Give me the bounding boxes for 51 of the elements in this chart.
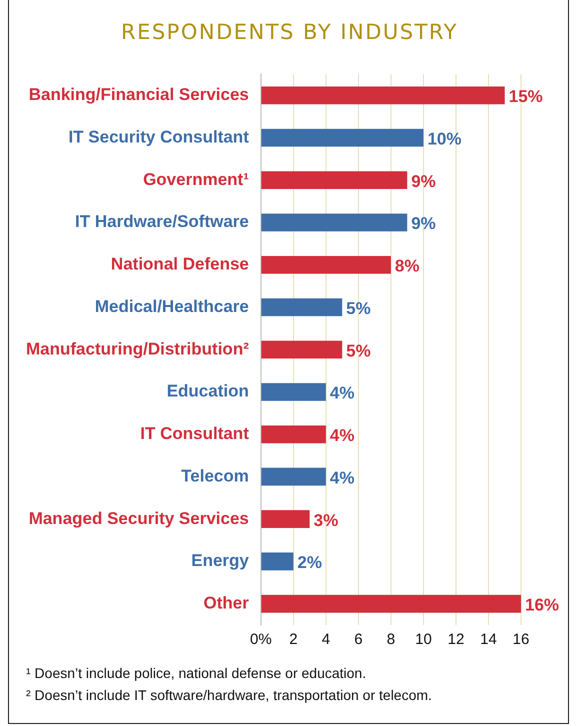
data-label: 2% [297,553,322,572]
x-tick-label: 14 [480,631,497,648]
y-tick-label: Other [204,594,250,613]
bar [261,171,408,190]
y-tick-label: National Defense [110,254,249,274]
data-label: 5% [346,298,371,318]
y-tick-label: Government¹ [143,170,250,189]
chart-title: RESPONDENTS BY INDUSTRY [120,20,459,44]
data-label: 16% [525,596,560,615]
bar [261,298,342,316]
y-tick-label: Managed Security Services [28,508,249,528]
y-tick-label: IT Consultant [140,424,250,444]
bar [261,128,424,147]
bar [261,425,326,444]
bar [261,468,326,486]
x-tick-label: 8 [386,631,396,648]
x-tick-label: 16 [512,631,530,648]
x-tick-label: 12 [448,631,464,648]
bar [261,86,505,104]
data-label: 8% [394,256,420,276]
data-label: 4% [330,468,354,488]
y-tick-label: Education [166,382,249,401]
x-tick-label: 10 [415,631,432,648]
data-label: 4% [330,426,354,446]
bar [261,256,391,274]
bar [261,594,521,613]
data-label: 15% [508,87,543,106]
data-label: 10% [427,129,462,148]
text: ² Doesn’t include IT software/hardware, transportation or telecom. [26,686,432,705]
data-label: 4% [330,384,354,403]
y-tick-label: Medical/Healthcare [94,296,249,316]
bar [261,552,294,570]
x-tick-label: 4 [322,631,330,648]
y-tick-label: Banking/Financial Services [28,85,249,104]
data-label: 9% [411,214,436,234]
y-tick-label: IT Hardware/Software [75,212,249,232]
text: ¹ Doesn’t include police, national defense or education. [26,664,368,683]
bar [261,510,310,528]
y-tick-label: IT Security Consultant [68,127,250,146]
y-tick-label: Telecom [181,466,249,486]
data-label: 5% [346,341,371,360]
y-tick-label: Manufacturing/Distribution² [26,339,250,358]
x-tick-label: 2 [289,631,298,648]
x-tick-label: 0% [250,631,272,648]
bar [261,214,408,232]
bar [261,383,326,401]
y-tick-label: Energy [191,551,250,570]
x-tick-label: 6 [354,631,363,648]
bar [261,340,342,358]
data-label: 3% [314,510,338,530]
data-label: 9% [411,172,436,191]
